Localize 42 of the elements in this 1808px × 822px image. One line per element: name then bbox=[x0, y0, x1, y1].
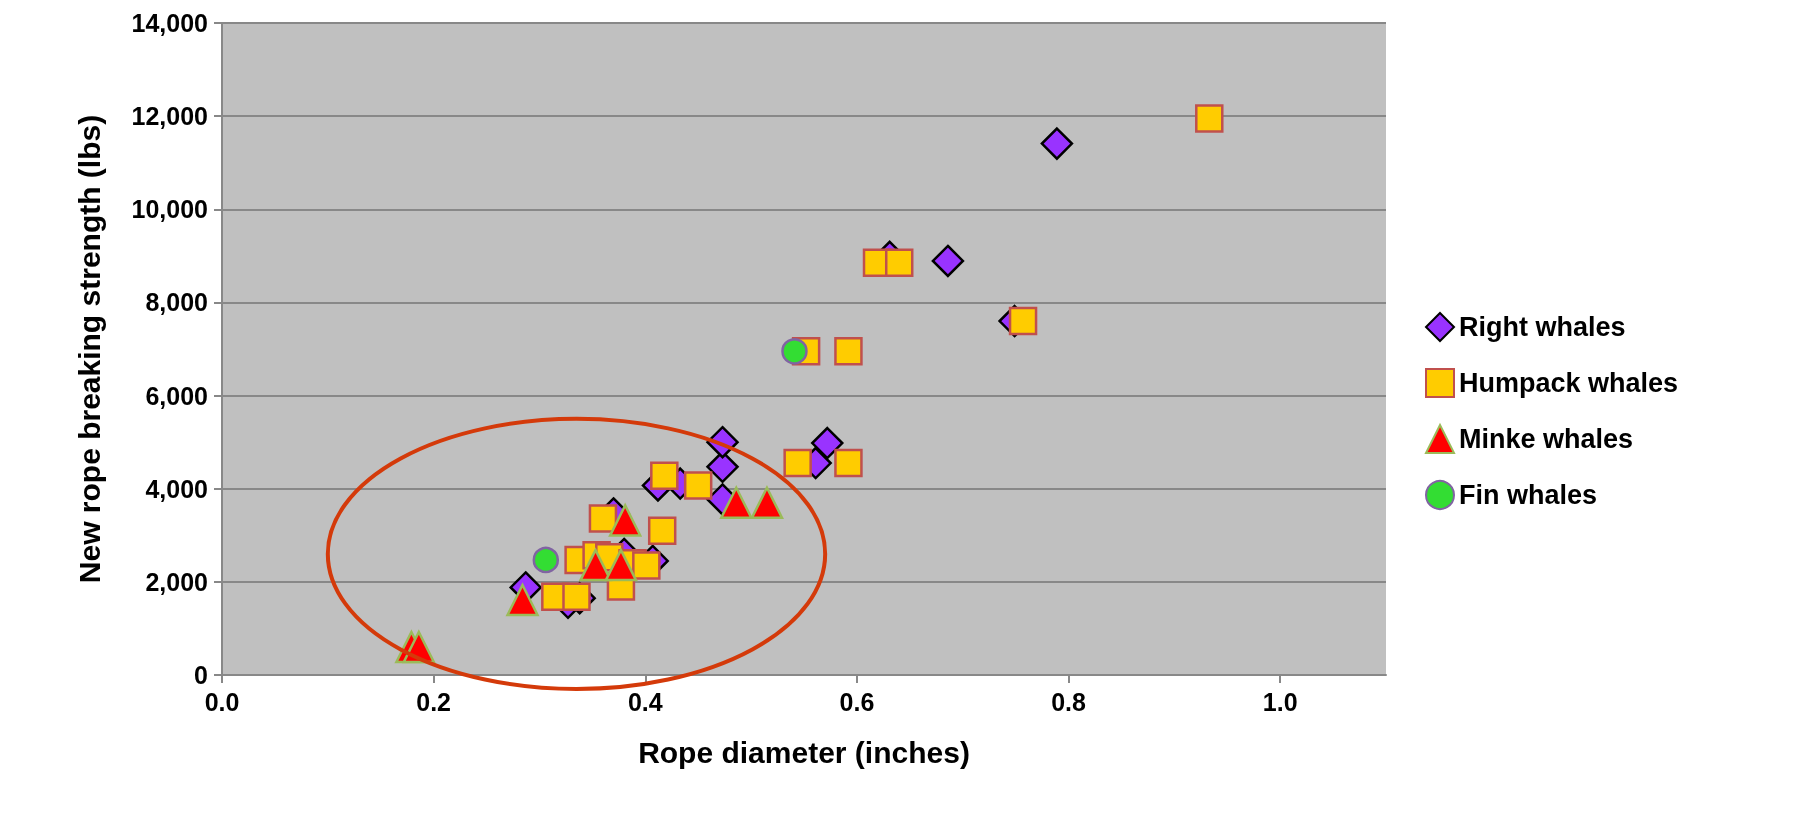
point bbox=[1195, 104, 1224, 133]
y-tick-label: 6,000 bbox=[145, 381, 208, 410]
point bbox=[562, 582, 591, 612]
y-tick-label: 8,000 bbox=[145, 288, 208, 317]
legend-label: Right whales bbox=[1459, 312, 1626, 342]
point bbox=[720, 486, 753, 519]
point bbox=[608, 504, 642, 537]
legend-label: Humpack whales bbox=[1459, 368, 1679, 398]
y-tick-label: 12,000 bbox=[131, 102, 208, 131]
point bbox=[532, 546, 560, 574]
point bbox=[632, 551, 661, 580]
point bbox=[650, 461, 679, 490]
point bbox=[604, 548, 638, 582]
x-tick-label: 0.0 bbox=[204, 687, 240, 716]
legend-label: Minke whales bbox=[1459, 424, 1634, 454]
y-tick-label: 2,000 bbox=[145, 567, 208, 596]
point bbox=[506, 583, 539, 617]
point bbox=[588, 504, 618, 533]
y-tick-label: 10,000 bbox=[131, 195, 208, 224]
point bbox=[811, 426, 844, 460]
point bbox=[834, 337, 863, 366]
point bbox=[783, 448, 812, 478]
point bbox=[647, 516, 677, 545]
y-tick-label: 4,000 bbox=[145, 474, 208, 503]
point bbox=[1008, 306, 1038, 336]
point bbox=[683, 471, 713, 500]
x-axis-title: Rope diameter (inches) bbox=[638, 735, 970, 769]
point bbox=[884, 248, 914, 278]
y-axis-title: New rope breaking strength (lbs) bbox=[72, 114, 106, 584]
point bbox=[781, 338, 808, 365]
x-tick-label: 0.6 bbox=[839, 687, 875, 716]
x-tick-label: 0.2 bbox=[416, 687, 452, 716]
x-tick-label: 0.4 bbox=[627, 687, 663, 716]
y-tick-label: 0 bbox=[194, 661, 208, 689]
x-tick-label: 1.0 bbox=[1262, 687, 1298, 716]
point bbox=[931, 244, 965, 278]
x-tick-label: 0.8 bbox=[1051, 687, 1087, 716]
point bbox=[834, 448, 863, 478]
legend-label: Fin whales bbox=[1459, 480, 1598, 510]
y-tick-label: 14,000 bbox=[131, 9, 208, 37]
point bbox=[1040, 127, 1074, 160]
point bbox=[750, 486, 784, 519]
